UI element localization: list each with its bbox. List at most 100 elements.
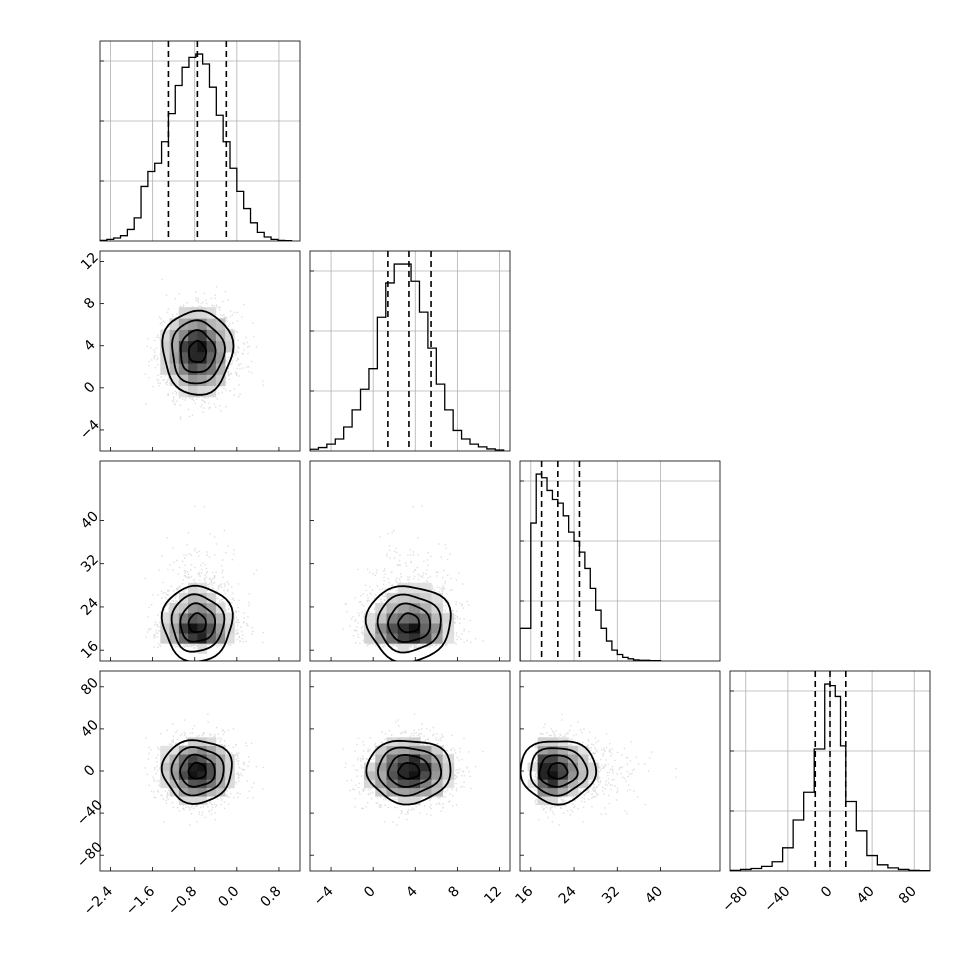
density-cell-2-1-6-7	[408, 602, 421, 614]
density-cell-2-0-5-8	[188, 592, 198, 604]
density-cell-2-0-4-4	[178, 633, 189, 644]
ytick-label-2-2: 32	[78, 552, 102, 576]
density-cell-3-1-4-4	[386, 779, 399, 789]
density-cell-3-0-8-4	[215, 779, 226, 789]
density-cell-1-0-5-4	[188, 363, 198, 375]
density-cell-1-0-5-6	[188, 340, 198, 353]
density-cell-1-0-5-3	[188, 374, 198, 387]
histogram-frame-2	[519, 460, 721, 662]
panel-2-1	[309, 460, 511, 662]
histogram-panel-0	[99, 40, 301, 242]
density-cell-2-0-5-4	[188, 633, 198, 644]
contour-3-0-3	[160, 739, 233, 805]
density-cell-1-0-7-3	[206, 374, 217, 387]
density-cell-2-0-6-8	[197, 592, 207, 604]
density-cell-2-0-6-7	[197, 602, 207, 614]
density-cell-2-0-3-4	[169, 633, 180, 644]
density-cell-3-2-8-8	[578, 745, 589, 755]
density-cell-3-0-9-7	[225, 754, 235, 763]
density-cell-1-0-4-4	[178, 363, 189, 375]
density-cell-1-0-4-9	[178, 307, 189, 319]
contour-2-1-2	[376, 593, 442, 654]
density-cell-2-0-2-6	[160, 613, 170, 624]
density-cell-1-0-7-8	[206, 318, 217, 330]
density-cell-3-1-8-5	[431, 771, 443, 780]
density-cell-2-1-3-6	[375, 613, 387, 624]
density-cell-3-1-9-6	[442, 762, 455, 772]
ytick-label-1-0: −4	[77, 417, 103, 443]
density-cell-2-1-5-9	[397, 582, 410, 594]
density-cell-3-2-8-5	[578, 771, 589, 780]
density-cell-3-2-7-7	[567, 754, 579, 763]
density-cell-3-0-5-4	[188, 779, 198, 789]
density-cell-3-1-7-8	[420, 745, 432, 755]
density-cell-1-0-6-9	[197, 307, 207, 319]
density-cell-3-0-8-6	[215, 762, 226, 772]
density-cell-3-2-4-6	[537, 762, 549, 772]
density-cell-1-0-6-4	[197, 363, 207, 375]
density-cell-2-0-7-7	[206, 602, 217, 614]
density-cell-1-0-6-8	[197, 318, 207, 330]
density-cell-2-1-4-5	[386, 623, 399, 634]
density-cell-3-0-2-5	[160, 771, 170, 780]
density-cell-3-0-4-5	[178, 771, 189, 780]
density-cell-3-2-9-6	[588, 762, 599, 772]
density-cell-3-0-5-5	[188, 771, 198, 780]
density-cell-2-1-6-8	[408, 592, 421, 604]
density-cell-3-1-9-5	[442, 771, 455, 780]
xtick-label-3-4: 80	[896, 883, 920, 907]
density-cell-3-2-5-6	[547, 762, 559, 772]
density-cell-3-0-8-5	[215, 771, 226, 780]
density-cell-3-0-7-8	[206, 745, 217, 755]
density-cell-2-0-8-6	[215, 613, 226, 624]
contour-3-0-1	[179, 753, 216, 788]
density-cell-2-1-7-5	[420, 623, 432, 634]
histogram-step-1	[310, 263, 505, 451]
density-cell-3-1-7-3	[420, 787, 432, 797]
xtick-label-2-2: 32	[599, 883, 623, 907]
density-cell-2-0-6-6	[197, 613, 207, 624]
contour-1-0-0	[187, 339, 208, 363]
ytick-label-2-3: 40	[78, 508, 102, 532]
density-cell-3-1-3-8	[375, 745, 387, 755]
density-cell-1-0-7-6	[206, 340, 217, 353]
density-cell-3-0-3-5	[169, 771, 180, 780]
density-cell-3-2-6-4	[557, 779, 569, 789]
density-cell-2-1-5-8	[397, 592, 410, 604]
density-cell-3-2-6-3	[557, 787, 569, 797]
histogram-step-2	[520, 473, 662, 661]
density-cell-3-1-5-5	[397, 771, 410, 780]
density-cell-3-1-6-2	[408, 796, 421, 805]
density-cell-3-1-4-8	[386, 745, 399, 755]
density-cell-1-0-9-7	[225, 329, 235, 342]
density-cell-3-2-7-4	[567, 779, 579, 789]
xtick-label-1-1: 0	[361, 883, 379, 901]
xtick-label-2-1: 24	[556, 883, 580, 907]
contour-3-1-3	[365, 739, 452, 806]
density-cell-2-0-7-4	[206, 633, 217, 644]
contour-3-2-0	[547, 762, 569, 780]
density-cell-2-1-6-4	[408, 633, 421, 644]
ytick-label-1-1: 0	[81, 379, 99, 397]
density-cell-1-0-6-7	[197, 329, 207, 342]
density-cell-2-0-8-5	[215, 623, 226, 634]
contour-2-0-0	[187, 612, 207, 633]
density-cell-3-1-7-4	[420, 779, 432, 789]
xtick-label-0-0: −2.4	[81, 883, 116, 918]
contour-3-0-0	[187, 761, 207, 780]
xtick-label-1-3: 8	[445, 883, 463, 901]
density-cell-3-0-6-7	[197, 754, 207, 763]
panel-content-1-0	[144, 278, 264, 420]
density-cell-2-1-6-6	[408, 613, 421, 624]
ytick-label-3-4: 80	[78, 675, 102, 699]
density-cell-3-1-5-7	[397, 754, 410, 763]
histogram-step-0	[100, 53, 293, 241]
density-cell-3-0-5-3	[188, 787, 198, 797]
density-cell-3-0-5-2	[188, 796, 198, 805]
density-cell-3-0-3-4	[169, 779, 180, 789]
density-cell-3-0-2-8	[160, 745, 170, 755]
density-cell-3-2-4-4	[537, 779, 549, 789]
density-cell-3-0-5-7	[188, 754, 198, 763]
density-cell-3-1-8-8	[431, 745, 443, 755]
density-cell-3-1-5-8	[397, 745, 410, 755]
